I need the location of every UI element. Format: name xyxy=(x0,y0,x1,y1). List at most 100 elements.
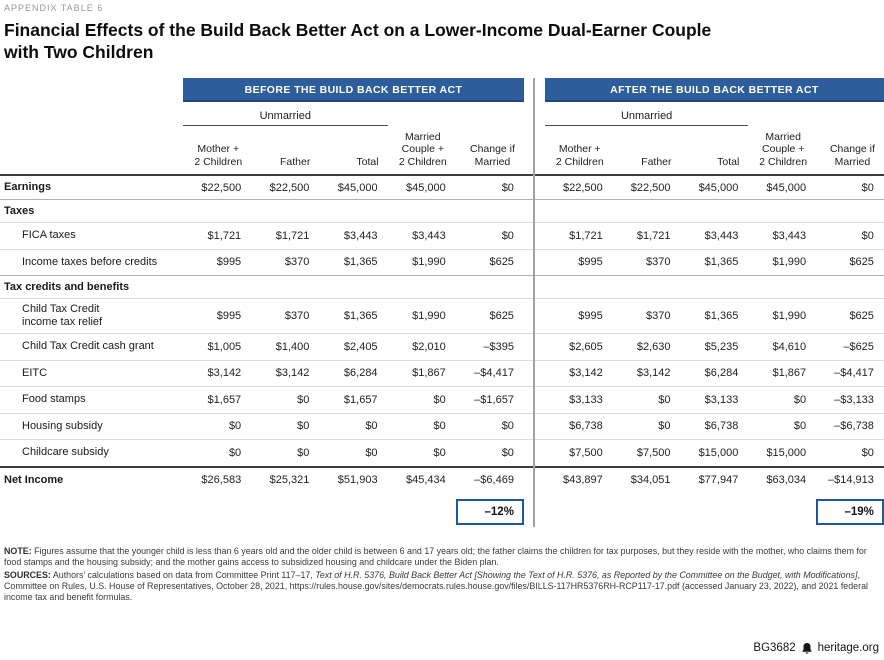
value-cell: $1,657 xyxy=(207,393,242,406)
value-cell: $6,738 xyxy=(569,420,603,433)
liberty-bell-icon xyxy=(801,642,813,654)
value-cell: $625 xyxy=(849,310,874,322)
website-link[interactable]: heritage.org xyxy=(817,642,879,654)
value-cell: $0 xyxy=(433,420,446,433)
value-cell: $3,133 xyxy=(569,393,603,406)
value-cell: $995 xyxy=(578,310,603,322)
value-cell: $0 xyxy=(793,420,807,433)
value-cell: $77,947 xyxy=(698,474,739,486)
row-label: EITC xyxy=(22,366,48,379)
value-cell: $45,434 xyxy=(405,474,446,486)
value-cell: $1,990 xyxy=(772,310,807,322)
value-cell: $22,500 xyxy=(269,181,310,194)
sources-text-pre: Authors’ calculations based on data from… xyxy=(52,569,316,580)
value-cell: $1,005 xyxy=(207,340,242,353)
row-label: Earnings xyxy=(4,181,52,193)
value-cell: $2,605 xyxy=(569,340,603,353)
value-cell: $3,443 xyxy=(412,229,446,242)
table-body: Earnings $22,500 $22,500 $45,000 $45,000 $0 $2… xyxy=(0,176,884,493)
value-cell: –$14,913 xyxy=(828,474,874,486)
value-cell: $3,142 xyxy=(636,367,671,380)
value-cell: $3,443 xyxy=(343,229,378,242)
table-row: Food stamps $1,657 $0 $1,657 $0 –$1,657 $3,133… xyxy=(0,386,884,413)
sources-text-post: , Committee on Rules, U.S. House of Repr… xyxy=(4,569,868,603)
value-cell: $45,000 xyxy=(698,181,739,194)
value-cell: $625 xyxy=(849,256,874,269)
value-cell: –$625 xyxy=(843,340,874,353)
value-cell: $7,500 xyxy=(636,446,671,459)
column-header: Father xyxy=(280,155,311,168)
row-label: Tax credits and benefits xyxy=(4,280,130,293)
value-cell: $0 xyxy=(297,393,310,406)
table-row: Net Income $26,583 $25,321 $51,903 $45,434 –$… xyxy=(0,465,884,493)
document-id: BG3682 xyxy=(753,642,796,654)
value-cell: $1,990 xyxy=(412,310,446,322)
after-change-badge: –19% xyxy=(816,498,884,525)
table-row: Child Tax Credit income tax relief $995 $3… xyxy=(0,298,884,333)
value-cell: $26,583 xyxy=(201,474,242,486)
value-cell: –$6,469 xyxy=(474,474,514,486)
row-label: FICA taxes xyxy=(22,229,76,242)
banner-row: BEFORE THE BUILD BACK BETTER ACT AFTER T… xyxy=(0,78,884,102)
value-cell: $45,000 xyxy=(766,181,807,194)
value-cell: $3,443 xyxy=(704,229,739,242)
value-cell: $15,000 xyxy=(766,446,807,459)
value-cell: $1,365 xyxy=(343,256,378,269)
table-row: Child Tax Credit cash grant $1,005 $1,400 $… xyxy=(0,333,884,360)
row-label: Net Income xyxy=(4,473,64,486)
column-header: Total xyxy=(356,155,379,168)
column-header-row: Unmarried Unmarried Mother +2 Children Fa… xyxy=(0,109,884,176)
value-cell: $1,867 xyxy=(412,367,446,380)
value-cell: $1,365 xyxy=(343,310,378,322)
value-cell: $3,142 xyxy=(207,367,242,380)
value-cell: $0 xyxy=(793,393,807,406)
value-cell: $0 xyxy=(297,446,310,459)
value-cell: $22,500 xyxy=(630,181,671,194)
value-cell: $0 xyxy=(658,420,671,433)
value-cell: $1,365 xyxy=(704,256,739,269)
row-label: Childcare subsidy xyxy=(22,446,109,459)
value-cell: $34,051 xyxy=(630,474,671,486)
value-cell: $0 xyxy=(501,446,514,459)
column-header: Married Couple +2 Children xyxy=(759,130,808,168)
before-act-banner: BEFORE THE BUILD BACK BETTER ACT xyxy=(183,78,524,102)
value-cell: $625 xyxy=(489,310,514,322)
column-header: Mother +2 Children xyxy=(555,143,604,168)
column-header: Total xyxy=(717,155,740,168)
value-cell: $22,500 xyxy=(201,181,242,194)
value-cell: $15,000 xyxy=(698,446,739,459)
value-cell: $370 xyxy=(646,310,671,322)
value-cell: –$395 xyxy=(483,340,514,353)
value-cell: $0 xyxy=(433,446,446,459)
value-cell: $51,903 xyxy=(337,474,378,486)
value-cell: $0 xyxy=(501,420,514,433)
value-cell: $63,034 xyxy=(766,474,807,486)
value-cell: $1,657 xyxy=(343,393,378,406)
table-row: Taxes xyxy=(0,199,884,222)
value-cell: $0 xyxy=(861,229,874,242)
value-cell: $1,990 xyxy=(412,256,446,269)
value-cell: $1,867 xyxy=(772,367,807,380)
table-row: Earnings $22,500 $22,500 $45,000 $45,000 $0 $2… xyxy=(0,176,884,199)
value-cell: $45,000 xyxy=(337,181,378,194)
row-label: Income taxes before credits xyxy=(22,255,158,268)
value-cell: $45,000 xyxy=(405,181,446,194)
value-cell: $370 xyxy=(284,256,310,269)
value-cell: $1,721 xyxy=(275,229,310,242)
section-divider xyxy=(533,78,535,527)
value-cell: –$3,133 xyxy=(834,393,874,406)
value-cell: $2,010 xyxy=(412,340,446,353)
value-cell: $1,400 xyxy=(275,340,310,353)
row-label: Child Tax Credit income tax relief xyxy=(22,303,103,328)
unmarried-group-label-before: Unmarried xyxy=(183,110,388,126)
value-cell: $0 xyxy=(501,229,514,242)
value-cell: $1,721 xyxy=(207,229,242,242)
note-paragraph: NOTE: Figures assume that the younger ch… xyxy=(4,546,881,569)
financial-effects-table: BEFORE THE BUILD BACK BETTER ACT AFTER T… xyxy=(0,78,884,527)
value-cell: $25,321 xyxy=(269,474,310,486)
before-change-badge: –12% xyxy=(455,498,524,525)
table-row: Income taxes before credits $995 $370 $1,36… xyxy=(0,248,884,276)
table-row: FICA taxes $1,721 $1,721 $3,443 $3,443 $0 $1,7… xyxy=(0,222,884,249)
value-cell: $5,235 xyxy=(704,340,739,353)
value-cell: $1,365 xyxy=(704,310,739,322)
